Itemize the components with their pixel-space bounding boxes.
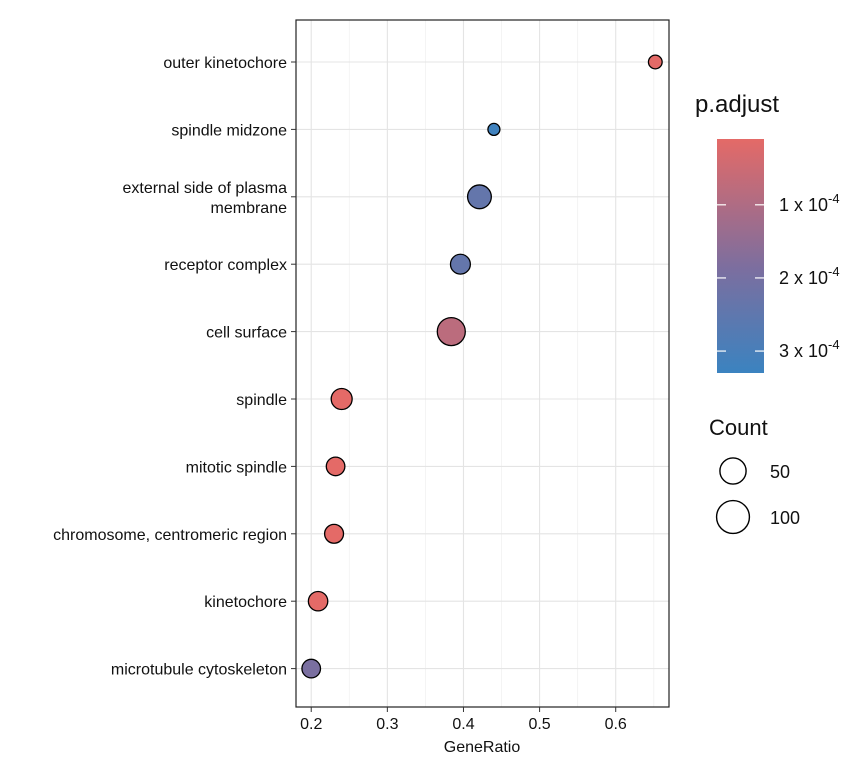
color-legend-bar [717, 139, 764, 373]
color-legend-label: 2 x 10-4 [779, 264, 840, 288]
y-tick-label: external side of plasma [122, 180, 287, 197]
size-legend-label: 100 [770, 508, 800, 528]
size-legend: Count 50 100 [709, 415, 800, 535]
data-point [436, 316, 466, 347]
y-tick-label: kinetochore [204, 594, 287, 611]
data-point [307, 590, 329, 612]
plot-area [295, 19, 670, 708]
data-point [647, 54, 663, 70]
color-legend-label: 3 x 10-4 [779, 337, 840, 361]
y-tick-label: receptor complex [164, 257, 287, 274]
color-legend-label: 1 x 10-4 [779, 191, 840, 215]
data-points [301, 54, 663, 679]
plot-background [296, 20, 669, 707]
data-point [301, 658, 322, 679]
data-point [466, 184, 492, 210]
size-legend-title: Count [709, 415, 768, 440]
color-legend-title: p.adjust [695, 91, 779, 118]
data-point [325, 456, 346, 477]
data-point [487, 122, 501, 137]
y-tick-label: microtubule cytoskeleton [111, 662, 287, 679]
data-point [330, 387, 353, 411]
size-legend-items: 50 100 [715, 457, 800, 535]
size-legend-label: 50 [770, 462, 790, 482]
size-legend-circle [719, 457, 747, 485]
y-tick-label: outer kinetochore [163, 55, 287, 72]
x-tick-label: 0.2 [300, 716, 322, 733]
x-axis-title: GeneRatio [444, 739, 521, 756]
y-tick-label: spindle midzone [171, 122, 287, 139]
x-tick-label: 0.4 [452, 716, 474, 733]
x-tick-label: 0.5 [528, 716, 550, 733]
x-tick-label: 0.3 [376, 716, 398, 733]
y-axis: outer kinetochore spindle midzone external… [53, 55, 296, 679]
size-legend-circle [715, 499, 751, 535]
y-tick-label: chromosome, centromeric region [53, 527, 287, 544]
y-tick-label: cell surface [206, 325, 287, 342]
color-legend: p.adjust 1 x 10-4 2 x 10-4 3 x 10-4 [695, 91, 840, 373]
x-tick-label: 0.6 [605, 716, 627, 733]
color-legend-breaks: 1 x 10-4 2 x 10-4 3 x 10-4 [717, 191, 840, 361]
y-tick-label: membrane [211, 200, 288, 217]
data-point [449, 253, 472, 275]
data-point [323, 523, 345, 544]
x-axis: 0.2 0.3 0.4 0.5 0.6 [300, 707, 627, 733]
plot-panel-border [295, 19, 670, 708]
y-tick-label: mitotic spindle [186, 459, 287, 476]
y-tick-label: spindle [236, 392, 287, 409]
